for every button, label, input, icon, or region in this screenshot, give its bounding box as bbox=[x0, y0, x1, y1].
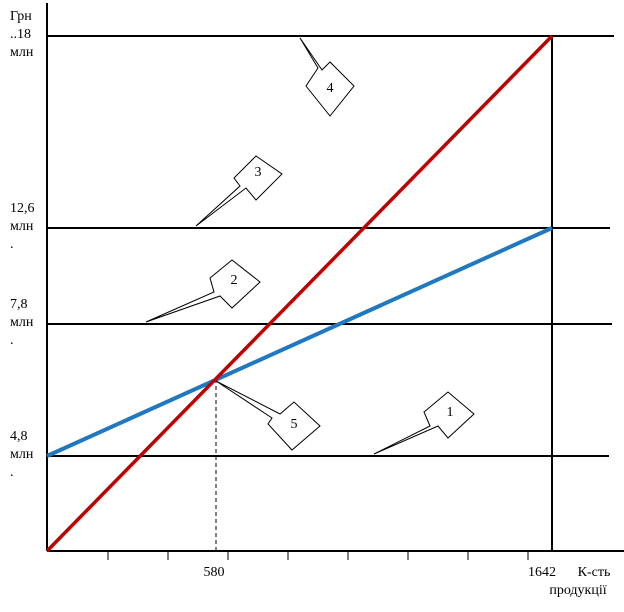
svg-text:Грн: Грн bbox=[10, 9, 32, 24]
svg-text:12,6: 12,6 bbox=[10, 201, 35, 216]
svg-text:К-сть: К-сть bbox=[578, 565, 611, 580]
x-tick-marks bbox=[107, 551, 529, 560]
cost-line bbox=[46, 226, 553, 458]
callout-5: 5 bbox=[215, 380, 321, 451]
svg-text:..18: ..18 bbox=[10, 27, 31, 42]
y-level-label-12-6: 12,6 млн . bbox=[10, 201, 35, 252]
svg-text:4,8: 4,8 bbox=[10, 429, 28, 444]
svg-text:млн: млн bbox=[10, 45, 34, 60]
callout-1: 1 bbox=[373, 391, 475, 455]
callout-label: 1 bbox=[447, 405, 454, 420]
x-tick-label-1642: 1642 bbox=[528, 565, 556, 580]
callout-label: 3 bbox=[255, 165, 262, 180]
x-tick-label-580: 580 bbox=[204, 565, 225, 580]
callout-label: 2 bbox=[231, 273, 238, 288]
svg-text:.: . bbox=[10, 333, 14, 348]
x-axis-unit-label: К-сть продукції bbox=[549, 565, 610, 598]
revenue-line bbox=[45, 34, 554, 553]
callout-label: 5 bbox=[291, 417, 298, 432]
callout-3: 3 bbox=[195, 155, 283, 227]
y-level-label-4-8: 4,8 млн . bbox=[10, 429, 34, 480]
svg-text:млн: млн bbox=[10, 315, 34, 330]
callout-2: 2 bbox=[145, 259, 261, 323]
callout-4: 4 bbox=[299, 37, 355, 117]
svg-text:7,8: 7,8 bbox=[10, 297, 28, 312]
y-axis-unit-label: Грн ..18 млн bbox=[10, 9, 34, 60]
svg-text:.: . bbox=[10, 237, 14, 252]
svg-text:млн: млн bbox=[10, 219, 34, 234]
svg-text:млн: млн bbox=[10, 447, 34, 462]
callout-label: 4 bbox=[327, 81, 334, 96]
svg-text:.: . bbox=[10, 465, 14, 480]
y-level-label-7-8: 7,8 млн . bbox=[10, 297, 34, 348]
svg-text:продукції: продукції bbox=[549, 583, 606, 598]
